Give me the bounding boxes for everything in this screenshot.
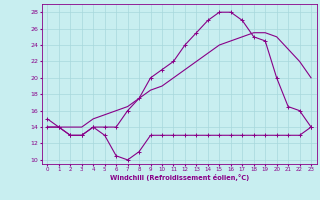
X-axis label: Windchill (Refroidissement éolien,°C): Windchill (Refroidissement éolien,°C) [109,174,249,181]
